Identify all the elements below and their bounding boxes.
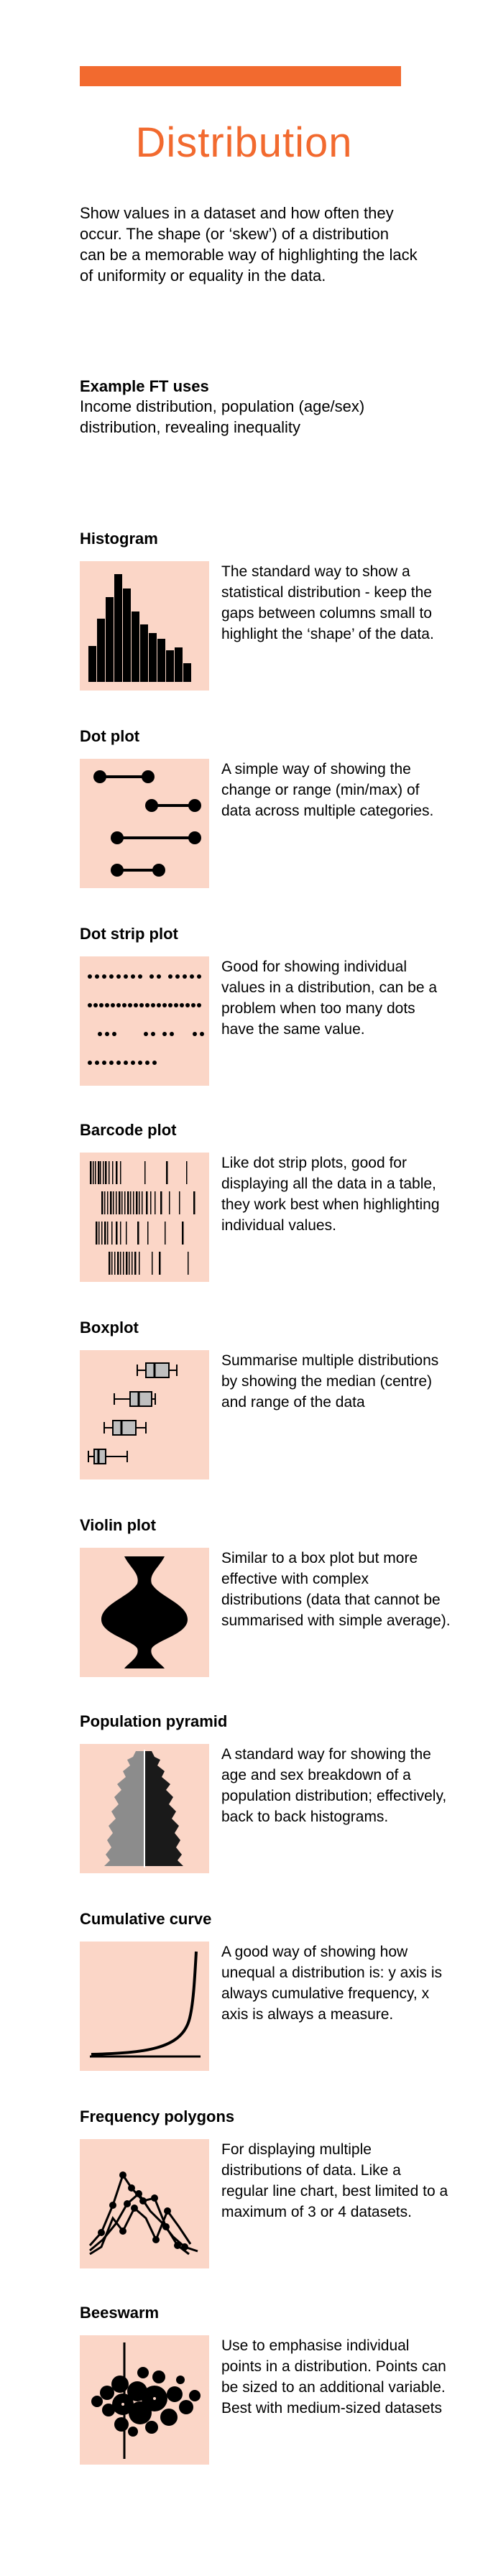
section-description: Good for showing individual values in a … bbox=[221, 959, 438, 1038]
violin-plot-thumbnail bbox=[80, 1548, 209, 1677]
section-dot-strip-plot: Dot strip plot Good for showing individu… bbox=[80, 925, 454, 1097]
section-cumulative-curve: Cumulative curve A good way of showing h… bbox=[80, 1910, 454, 2082]
section-description: Like dot strip plots, good for displayin… bbox=[221, 1155, 440, 1234]
frequency-polygons-thumbnail bbox=[80, 2139, 209, 2268]
section-barcode-plot: Barcode plot Like dot strip plots, good … bbox=[80, 1121, 454, 1293]
section-title: Violin plot bbox=[80, 1516, 156, 1534]
section-title: Dot strip plot bbox=[80, 925, 178, 943]
section-description: A simple way of showing the change or ra… bbox=[221, 761, 434, 819]
section-title: Frequency polygons bbox=[80, 2108, 235, 2125]
section-histogram: Histogram The standard way to show a sta… bbox=[80, 530, 454, 702]
frequency-polygons-icon bbox=[88, 2171, 198, 2256]
section-description: The standard way to show a statistical d… bbox=[221, 563, 434, 642]
example-uses-text: Income distribution, population (age/sex… bbox=[80, 397, 365, 436]
section-title: Dot plot bbox=[80, 727, 140, 745]
population-pyramid-icon bbox=[104, 1750, 183, 1868]
section-description: Use to emphasise individual points in a … bbox=[221, 2337, 446, 2416]
section-beeswarm: Beeswarm Use to emphasise individual poi… bbox=[80, 2304, 454, 2476]
example-uses-title: Example FT uses bbox=[80, 377, 209, 395]
section-title: Boxplot bbox=[80, 1319, 139, 1337]
section-description: Summarise multiple distributions by show… bbox=[221, 1352, 439, 1411]
population-pyramid-thumbnail bbox=[80, 1744, 209, 1873]
section-description: Similar to a box plot but more effective… bbox=[221, 1550, 451, 1629]
intro-text: Show values in a dataset and how often t… bbox=[80, 204, 418, 285]
section-title: Barcode plot bbox=[80, 1121, 177, 1139]
beeswarm-icon bbox=[91, 2342, 201, 2459]
section-dot-plot: Dot plot A simple way of showing the cha… bbox=[80, 727, 454, 900]
page-title: Distribution bbox=[135, 119, 353, 166]
section-population-pyramid: Population pyramid A standard way for sh… bbox=[80, 1712, 454, 1885]
dot-plot-icon bbox=[93, 770, 201, 877]
dot-strip-plot-thumbnail bbox=[80, 956, 209, 1086]
section-boxplot: Boxplot Summarise multiple distributions… bbox=[80, 1319, 454, 1491]
cumulative-curve-thumbnail bbox=[80, 1942, 209, 2071]
histogram-thumbnail bbox=[80, 561, 209, 691]
dot-strip-plot-icon bbox=[88, 974, 204, 1065]
beeswarm-thumbnail bbox=[80, 2335, 209, 2465]
section-description: A standard way for showing the age and s… bbox=[221, 1746, 447, 1825]
dot-plot-thumbnail bbox=[80, 759, 209, 888]
section-title: Cumulative curve bbox=[80, 1910, 212, 1928]
section-frequency-polygons: Frequency polygons For displaying multip… bbox=[80, 2108, 454, 2280]
section-description: A good way of showing how unequal a dist… bbox=[221, 1944, 442, 2023]
histogram-icon bbox=[88, 574, 191, 682]
barcode-plot-icon bbox=[90, 1161, 195, 1275]
section-title: Beeswarm bbox=[80, 2304, 160, 2322]
header-accent-bar bbox=[80, 66, 401, 86]
boxplot-thumbnail bbox=[80, 1350, 209, 1479]
cumulative-curve-icon bbox=[90, 1951, 201, 2058]
violin-plot-icon bbox=[101, 1556, 188, 1668]
section-title: Population pyramid bbox=[80, 1712, 228, 1730]
section-description: For displaying multiple distributions of… bbox=[221, 2141, 448, 2220]
section-violin-plot: Violin plot Similar to a box plot but mo… bbox=[80, 1516, 454, 1689]
boxplot-icon bbox=[88, 1362, 178, 1464]
barcode-plot-thumbnail bbox=[80, 1153, 209, 1282]
section-title: Histogram bbox=[80, 530, 158, 548]
